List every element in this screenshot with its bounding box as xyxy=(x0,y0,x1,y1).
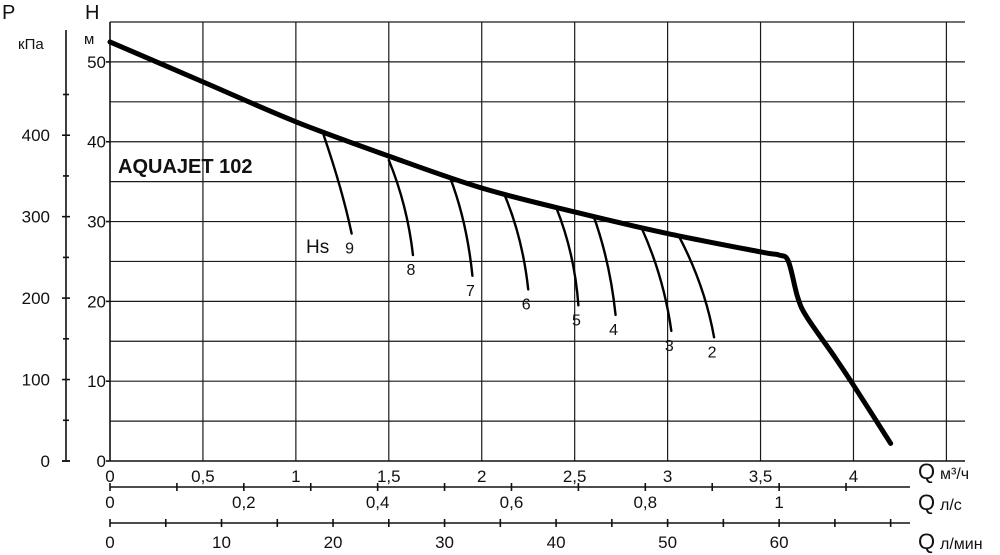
head-tick-label: 0 xyxy=(97,452,106,471)
flow-lmin-tick-label: 40 xyxy=(547,533,566,552)
flow-m3h-tick-label: 0 xyxy=(105,467,114,486)
suction-height-label: Hs xyxy=(306,237,329,258)
pressure-axis-symbol: P xyxy=(2,2,15,24)
suction-curve-2 xyxy=(677,234,716,339)
pressure-axis-unit: кПа xyxy=(18,36,44,53)
flow-m3h-tick-label: 3,5 xyxy=(749,467,773,486)
flow-lmin-tick-label: 0 xyxy=(105,533,114,552)
flow-m3h-tick-label: 1 xyxy=(291,467,300,486)
suction-curve-6 xyxy=(502,192,530,291)
flow-ls-tick-label: 0,2 xyxy=(232,493,256,512)
head-tick-label: 30 xyxy=(87,213,106,232)
suction-curve-label: 8 xyxy=(407,262,416,279)
suction-curves: 9 8 7 6 5 4 3 2 xyxy=(322,134,717,361)
suction-curve-7 xyxy=(448,176,474,278)
flow-m3h-tick-label: 0,5 xyxy=(191,467,215,486)
flow-ls-tick-label: 1 xyxy=(774,493,783,512)
flow-ls-tick-label: 0,4 xyxy=(366,493,390,512)
flow-ls-tick-label: 0,8 xyxy=(633,493,657,512)
axes xyxy=(62,22,965,524)
head-axis-symbol: H xyxy=(85,2,99,24)
head-tick-label: 10 xyxy=(87,372,106,391)
flow-axis-lmin-symbol: Q xyxy=(918,529,935,554)
flow-ls-tick-label: 0,6 xyxy=(500,493,524,512)
flow-axis-m3h-symbol: Q xyxy=(918,459,935,484)
performance-curve xyxy=(107,39,894,446)
suction-curve-label: 7 xyxy=(466,283,475,300)
pressure-tick-label: 0 xyxy=(41,452,50,471)
head-tick-label: 50 xyxy=(87,53,106,72)
flow-m3h-tick-label: 1,5 xyxy=(377,467,401,486)
flow-lmin-tick-label: 60 xyxy=(770,533,789,552)
flow-axis-lmin-unit: л/мин xyxy=(940,536,983,553)
flow-axis-m3h-unit: м³/ч xyxy=(940,466,969,483)
pressure-tick-label: 200 xyxy=(22,289,50,308)
performance-curve-line xyxy=(107,39,894,446)
head-axis-unit: м xyxy=(84,31,94,48)
suction-curve-label: 6 xyxy=(522,296,531,313)
grid xyxy=(110,21,965,461)
flow-axis-ls-symbol: Q xyxy=(918,490,935,515)
suction-curve-8 xyxy=(387,158,415,257)
suction-curve-label: 4 xyxy=(609,322,618,339)
pressure-tick-label: 100 xyxy=(22,371,50,390)
flow-ls-tick-label: 0 xyxy=(105,493,114,512)
flow-m3h-tick-label: 2 xyxy=(477,467,486,486)
flow-lmin-tick-label: 10 xyxy=(212,533,231,552)
flow-m3h-tick-label: 3 xyxy=(663,467,672,486)
flow-lmin-tick-label: 20 xyxy=(324,533,343,552)
suction-curve-label: 3 xyxy=(665,338,674,355)
flow-m3h-tick-label: 4 xyxy=(849,467,858,486)
flow-m3h-tick-label: 2,5 xyxy=(563,467,587,486)
pressure-tick-label: 300 xyxy=(22,208,50,227)
head-tick-label: 40 xyxy=(87,133,106,152)
model-title: AQUAJET 102 xyxy=(118,156,253,178)
suction-curve-3 xyxy=(640,226,673,333)
suction-curve-9 xyxy=(322,134,353,235)
suction-curve-4 xyxy=(592,213,617,317)
flow-lmin-tick-label: 30 xyxy=(435,533,454,552)
flow-axis-ls-unit: л/с xyxy=(940,497,962,514)
suction-curve-5 xyxy=(554,205,580,307)
suction-curve-label: 2 xyxy=(708,344,717,361)
suction-curve-label: 5 xyxy=(572,312,581,329)
suction-curve-label: 9 xyxy=(345,241,354,258)
head-tick-label: 20 xyxy=(87,292,106,311)
pressure-tick-label: 400 xyxy=(22,126,50,145)
flow-lmin-tick-label: 50 xyxy=(658,533,677,552)
